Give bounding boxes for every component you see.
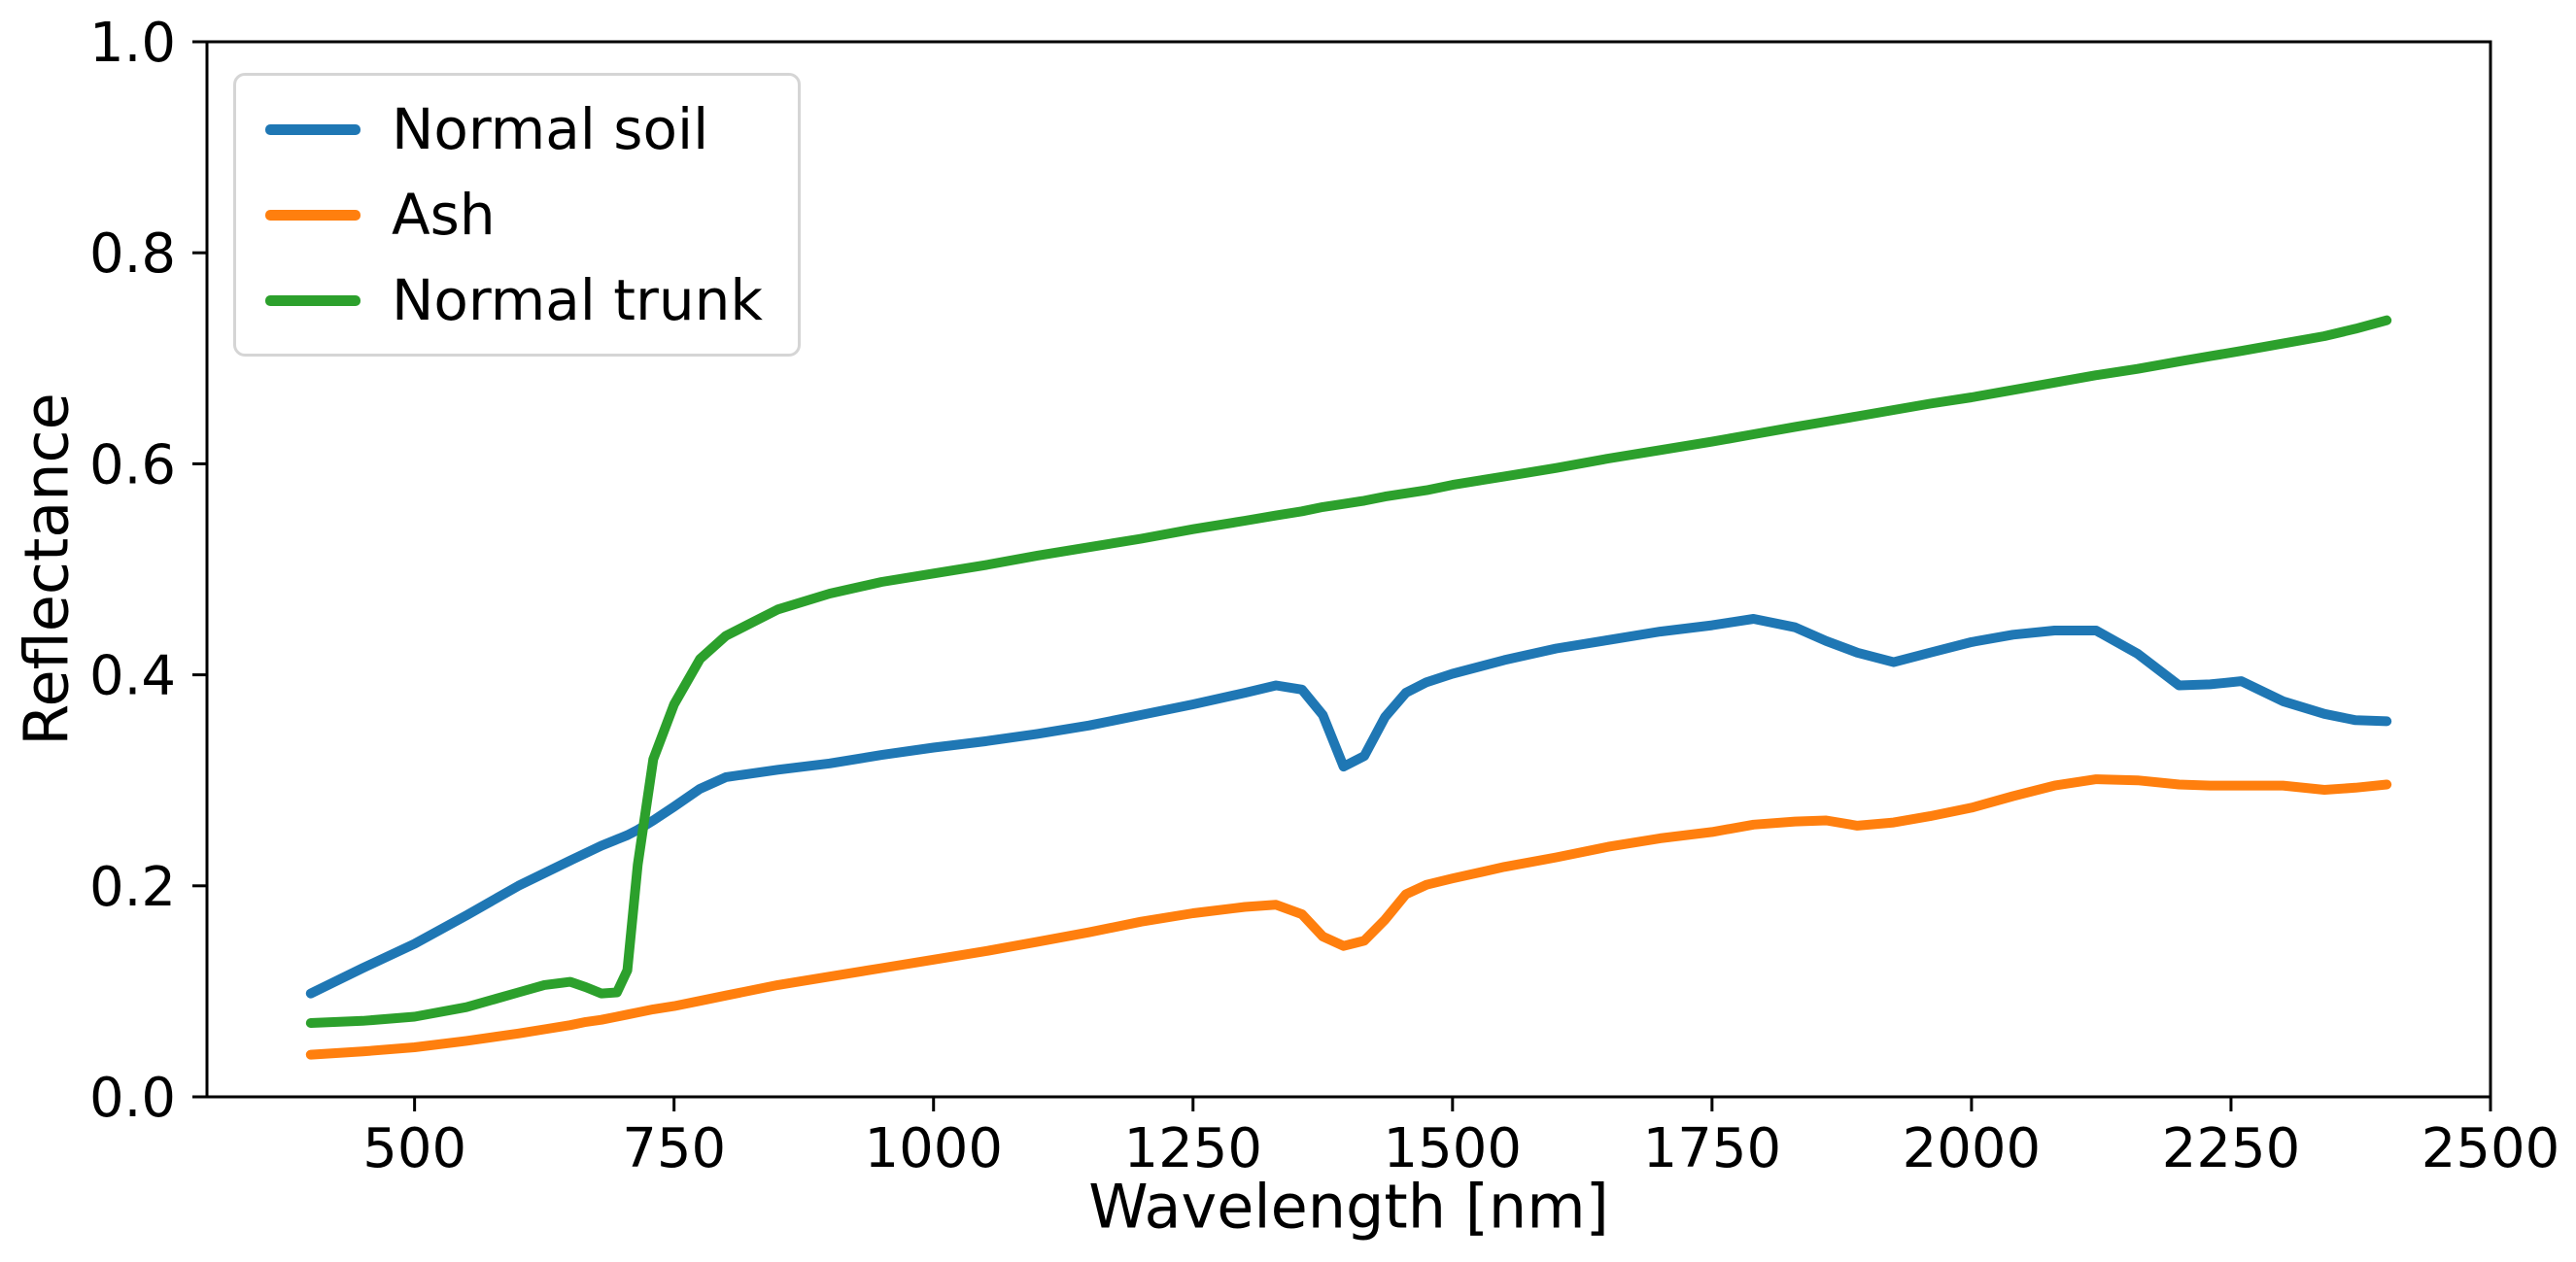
y-tick-label: 0.4 [89, 645, 176, 708]
x-tick-label: 500 [362, 1117, 466, 1180]
y-tick-label: 1.0 [89, 12, 176, 75]
x-axis-title: Wavelength [nm] [1088, 1171, 1609, 1243]
legend: Normal soil Ash Normal trunk [233, 73, 801, 357]
y-tick-label: 0.0 [89, 1067, 176, 1130]
x-tick-label: 2000 [1903, 1117, 2042, 1180]
legend-line-swatch-icon [265, 123, 361, 135]
legend-label: Normal soil [392, 96, 709, 162]
y-tick-label: 0.8 [89, 222, 176, 286]
series-line-normal-trunk [305, 315, 2392, 1028]
legend-label: Normal trunk [392, 267, 763, 333]
legend-row-normal-soil: Normal soil [265, 101, 769, 157]
y-tick-label: 0.6 [89, 433, 176, 496]
x-tick-label: 1000 [864, 1117, 1003, 1180]
y-tick-label: 0.2 [89, 856, 176, 919]
axes-spines [205, 40, 2492, 1099]
x-tick-label: 1750 [1643, 1117, 1782, 1180]
legend-line-swatch-icon [265, 209, 361, 221]
y-axis-title: Reflectance [11, 392, 83, 746]
x-tick-label: 1250 [1124, 1117, 1263, 1180]
legend-label: Ash [392, 182, 496, 248]
legend-row-ash: Ash [265, 187, 769, 243]
legend-row-normal-trunk: Normal trunk [265, 272, 769, 328]
legend-line-swatch-icon [265, 294, 361, 306]
x-tick-label: 750 [622, 1117, 726, 1180]
x-tick-label: 2250 [2162, 1117, 2301, 1180]
x-tick-label: 1500 [1384, 1117, 1523, 1180]
series-line-ash [305, 774, 2392, 1060]
x-tick-label: 2500 [2421, 1117, 2560, 1180]
series-line-normal-soil [305, 614, 2392, 999]
